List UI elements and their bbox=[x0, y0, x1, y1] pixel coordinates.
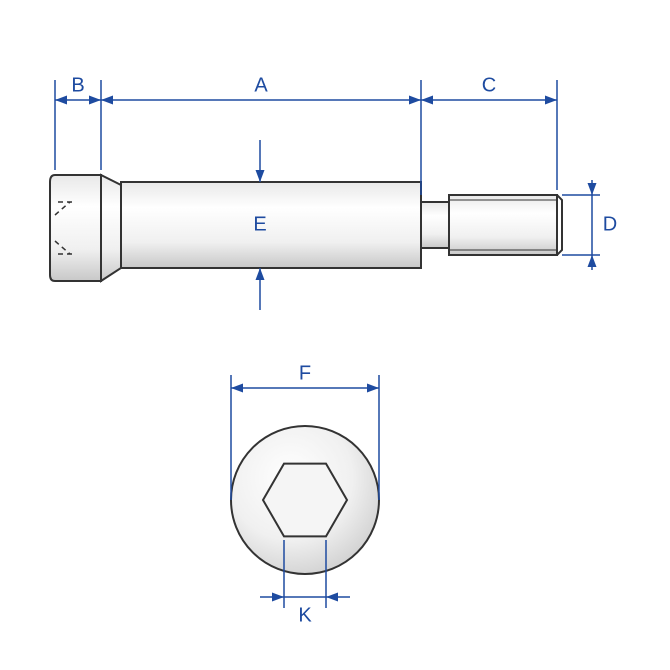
label-C: C bbox=[482, 74, 496, 96]
label-D: D bbox=[603, 213, 617, 235]
label-A: A bbox=[254, 74, 268, 96]
label-K: K bbox=[298, 604, 312, 626]
label-F: F bbox=[299, 362, 311, 384]
label-E: E bbox=[253, 213, 266, 235]
shoulder-body bbox=[121, 182, 421, 268]
side-view bbox=[50, 175, 562, 281]
chamfer bbox=[101, 175, 121, 281]
thread-section bbox=[449, 195, 562, 255]
neck bbox=[421, 202, 449, 248]
screw-technical-drawing: B A C D E F bbox=[0, 0, 670, 670]
label-B: B bbox=[71, 74, 84, 96]
end-view bbox=[231, 426, 379, 574]
screw-head bbox=[50, 175, 101, 281]
